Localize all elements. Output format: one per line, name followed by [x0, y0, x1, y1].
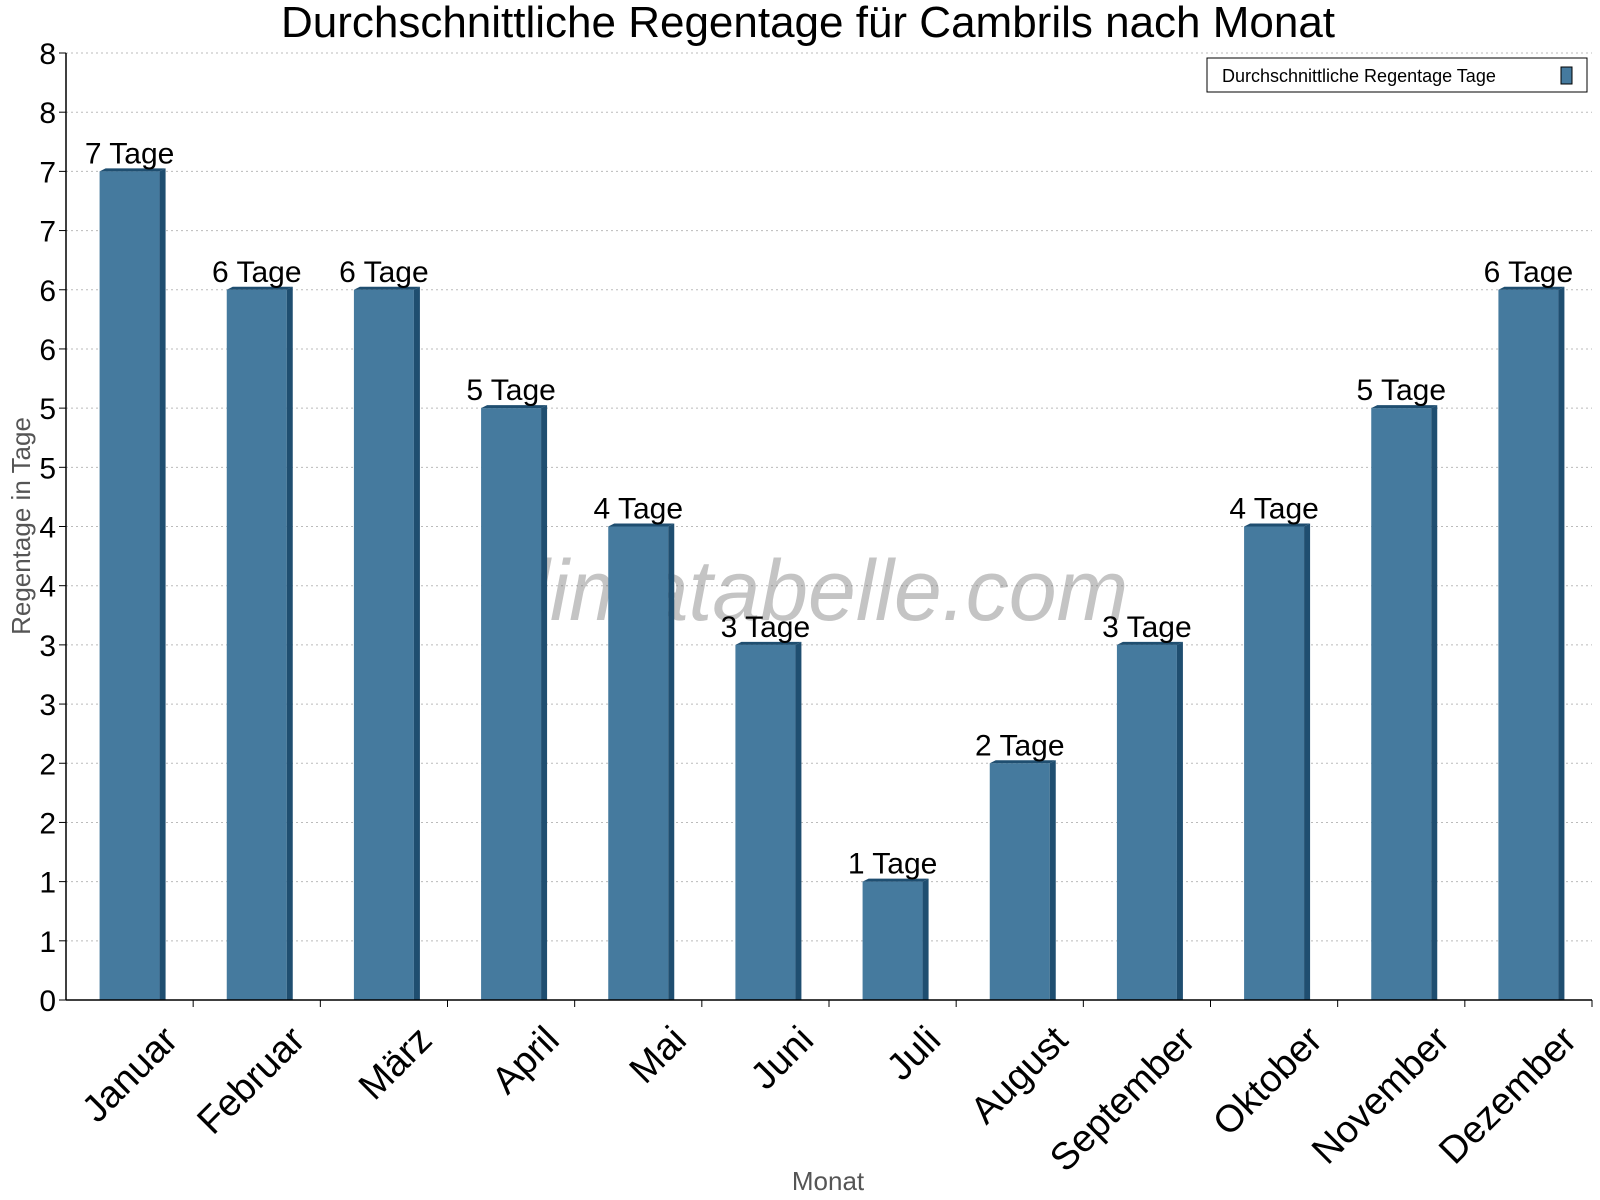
bar-top: [735, 641, 802, 645]
legend-box: [1206, 57, 1588, 93]
y-tick-label: 6: [39, 275, 56, 308]
data-label: 3 Tage: [1102, 611, 1192, 644]
data-label: 7 Tage: [85, 137, 175, 170]
y-tick-label: 4: [39, 512, 56, 545]
y-tick-label: 1: [39, 926, 56, 959]
bar-side: [1558, 286, 1565, 1000]
bar-top: [1498, 286, 1565, 290]
bar: [862, 881, 923, 1000]
x-axis-title: Monat: [792, 1166, 865, 1196]
bar-top: [99, 168, 166, 172]
x-tick-label: Dezember: [1431, 1019, 1585, 1173]
y-tick-label: 8: [39, 97, 56, 130]
bar-top: [989, 760, 1056, 764]
bar-side: [541, 405, 548, 1000]
data-label: 1 Tage: [848, 848, 938, 881]
y-tick-label: 2: [39, 807, 56, 840]
bar: [481, 408, 542, 1000]
bar: [226, 289, 287, 1000]
bar-side: [1049, 760, 1056, 1000]
bar-top: [226, 286, 293, 290]
data-label: 6 Tage: [339, 256, 429, 289]
y-tick-label: 7: [39, 216, 56, 249]
legend-label: Durchschnittliche Regentage Tage: [1222, 66, 1496, 86]
bar-side: [1431, 405, 1438, 1000]
data-label: 4 Tage: [1229, 493, 1319, 526]
y-tick-label: 8: [39, 38, 56, 71]
y-tick-label: 5: [39, 452, 56, 485]
bar-side: [922, 878, 929, 1000]
bar: [608, 526, 669, 1000]
y-tick-label: 0: [39, 985, 56, 1018]
y-tick-label: 4: [39, 571, 56, 604]
bar-top: [1244, 523, 1311, 527]
bar-side: [795, 641, 802, 1000]
x-tick-label: Oktober: [1205, 1019, 1331, 1145]
bar: [99, 171, 160, 1000]
data-label: 6 Tage: [1484, 256, 1574, 289]
y-tick-label: 1: [39, 867, 56, 900]
data-label: 6 Tage: [212, 256, 302, 289]
chart-title: Durchschnittliche Regentage für Cambrils…: [281, 0, 1335, 47]
bar-side: [668, 523, 675, 1000]
bar-side: [1176, 641, 1183, 1000]
watermark: klimatabelle.com: [488, 543, 1128, 639]
x-tick-label: Juli: [879, 1019, 949, 1089]
bars: [99, 168, 1565, 1000]
data-label: 5 Tage: [466, 374, 556, 407]
x-tick-label: März: [351, 1019, 440, 1108]
y-tick-label: 7: [39, 156, 56, 189]
data-labels: 7 Tage 6 Tage 6 Tage 5 Tage 4 Tage 3 Tage 1 Ta…: [85, 137, 1573, 880]
bar-side: [286, 286, 293, 1000]
data-label: 2 Tage: [975, 729, 1065, 762]
bar-top: [608, 523, 675, 527]
y-axis-title: Regentage in Tage: [6, 417, 36, 635]
bar: [1371, 408, 1432, 1000]
bar-top: [353, 286, 420, 290]
bar: [989, 763, 1050, 1000]
bar-top: [481, 405, 548, 409]
y-tick-label: 5: [39, 393, 56, 426]
bar-top: [1116, 641, 1183, 645]
bar-top: [862, 878, 929, 882]
bar: [1244, 526, 1305, 1000]
legend: Durchschnittliche Regentage Tage: [1206, 57, 1588, 93]
bar-side: [1304, 523, 1311, 1000]
x-tick-label: November: [1304, 1019, 1458, 1173]
bar: [1116, 644, 1177, 1000]
bar: [1498, 289, 1559, 1000]
bar: [353, 289, 414, 1000]
x-tick-label: Mai: [622, 1019, 695, 1092]
bar: [735, 644, 796, 1000]
x-tick-label: Januar: [74, 1019, 186, 1131]
data-label: 3 Tage: [721, 611, 811, 644]
bar-side: [159, 168, 166, 1000]
y-tick-label: 2: [39, 748, 56, 781]
gridlines: [66, 52, 1592, 942]
y-tick-label: 3: [39, 630, 56, 663]
y-tick-label: 6: [39, 334, 56, 367]
x-tick-label: August: [963, 1019, 1077, 1133]
legend-swatch: [1560, 66, 1573, 85]
data-label: 4 Tage: [593, 493, 683, 526]
x-tick-label: April: [484, 1019, 567, 1102]
x-tick-label: Februar: [189, 1019, 313, 1143]
x-tick-label: Juni: [743, 1019, 822, 1098]
y-tick-label: 3: [39, 689, 56, 722]
bar-side: [413, 286, 420, 1000]
data-label: 5 Tage: [1356, 374, 1446, 407]
bar-top: [1371, 405, 1438, 409]
